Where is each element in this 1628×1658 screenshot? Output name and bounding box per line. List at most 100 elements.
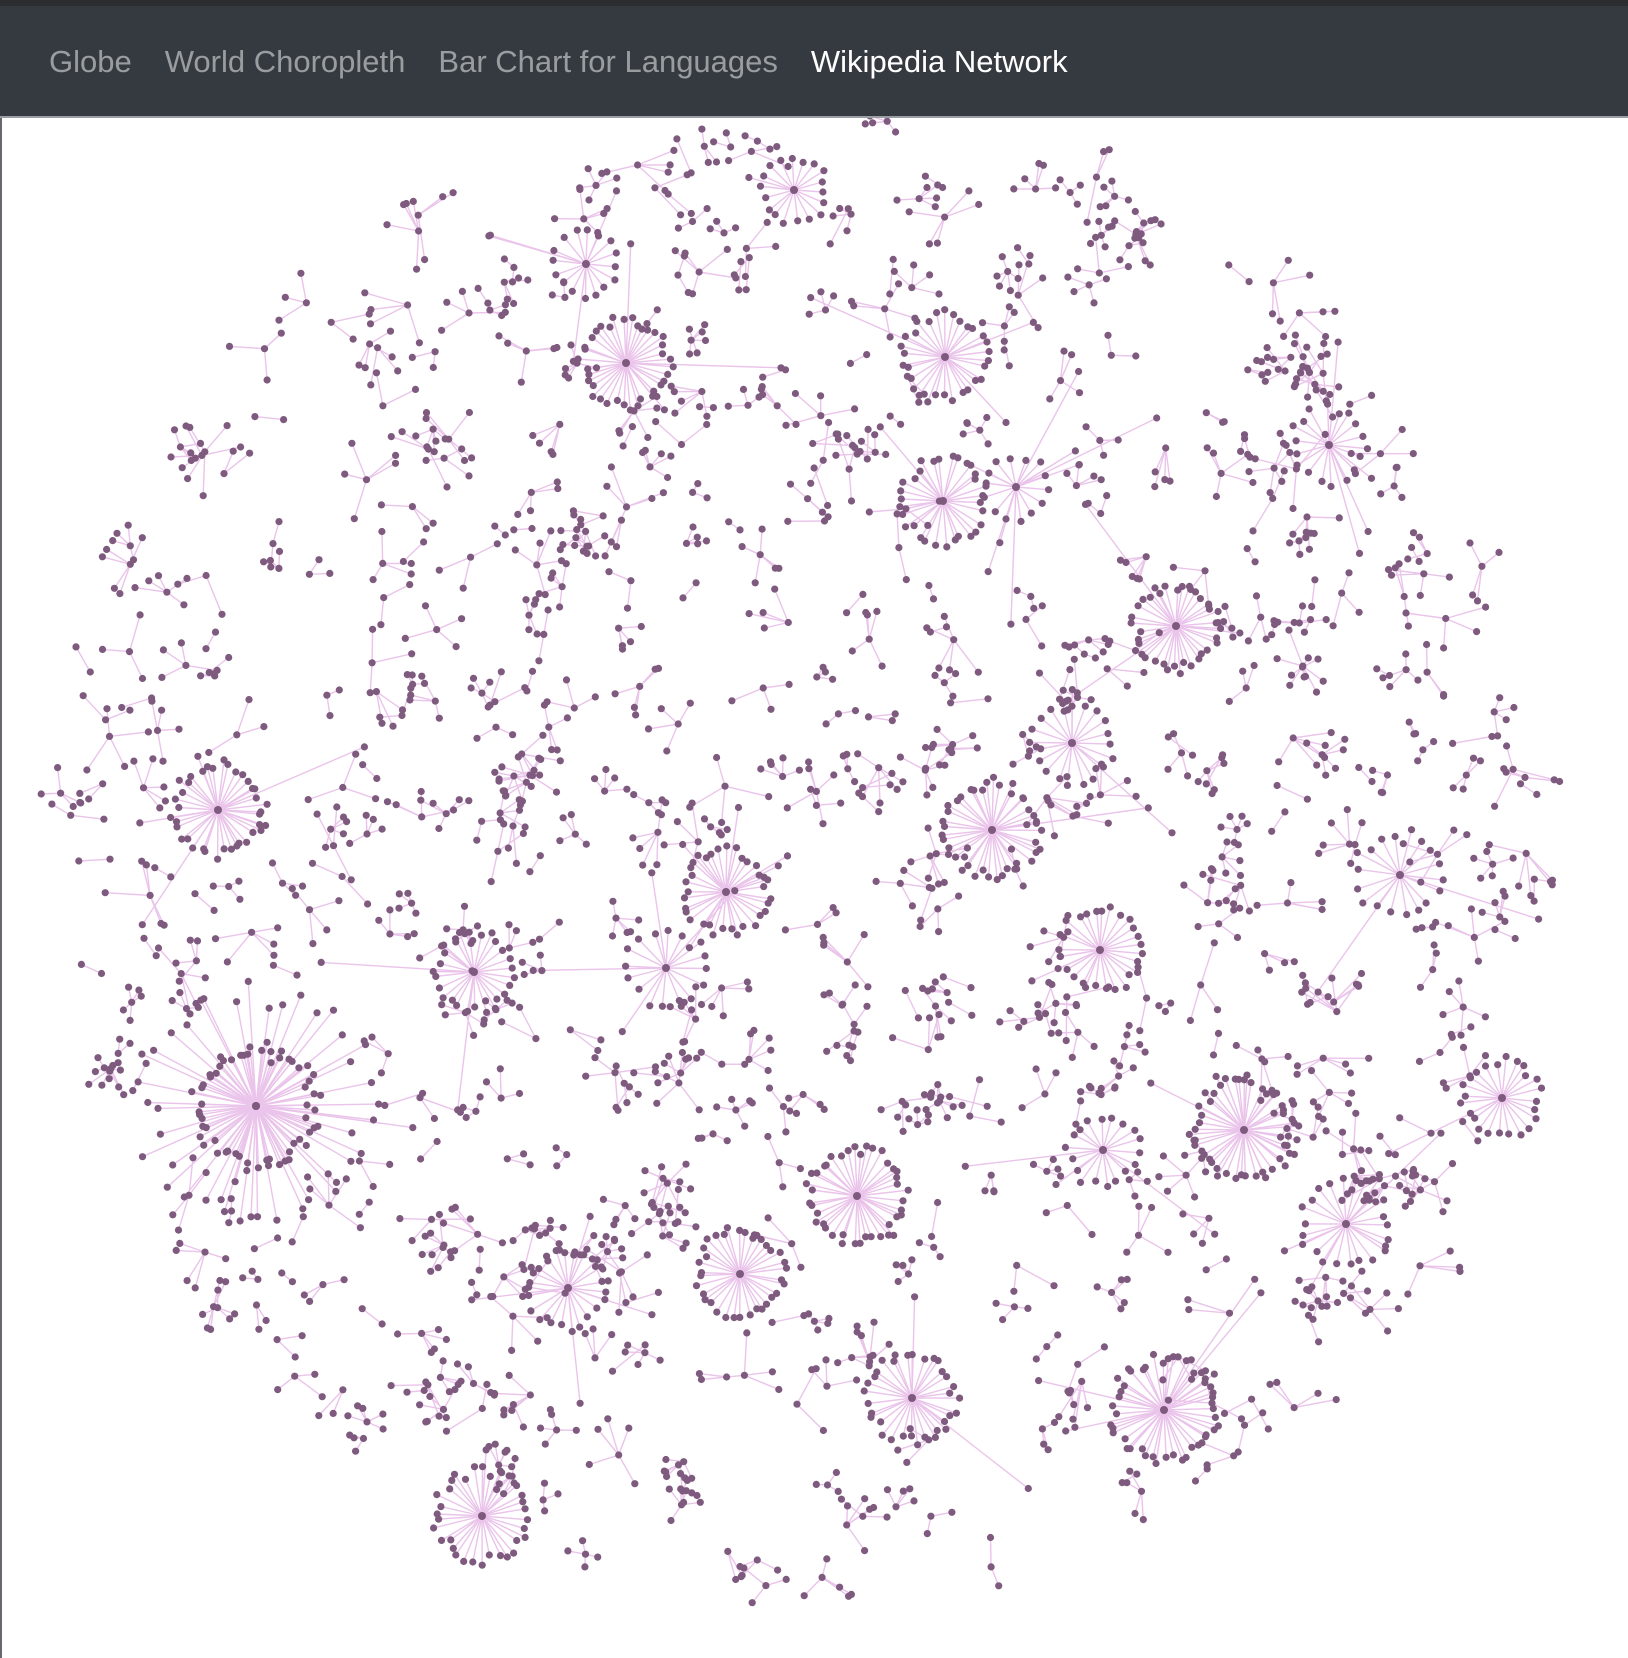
network-node[interactable] [700, 815, 709, 823]
network-node[interactable] [479, 1463, 487, 1471]
network-node[interactable] [505, 1371, 513, 1379]
network-node[interactable] [977, 521, 985, 529]
network-node[interactable] [555, 1240, 563, 1248]
network-node[interactable] [1123, 1445, 1131, 1453]
network-node[interactable] [477, 931, 485, 939]
network-node[interactable] [712, 1231, 720, 1239]
network-node[interactable] [365, 1198, 373, 1206]
network-node[interactable] [1281, 1162, 1289, 1170]
network-node[interactable] [867, 1233, 875, 1241]
network-node[interactable] [1090, 299, 1098, 307]
network-node[interactable] [832, 1468, 841, 1477]
network-node[interactable] [766, 162, 774, 170]
network-node[interactable] [510, 1549, 518, 1557]
network-node[interactable] [1435, 860, 1444, 868]
network-node[interactable] [904, 1270, 913, 1278]
network-node[interactable] [634, 402, 642, 410]
network-node[interactable] [97, 969, 106, 978]
network-node[interactable] [1160, 1406, 1168, 1414]
network-node[interactable] [506, 981, 514, 990]
network-node[interactable] [1191, 1136, 1199, 1144]
network-node[interactable] [760, 172, 768, 180]
network-node[interactable] [437, 1536, 446, 1544]
network-node[interactable] [429, 967, 437, 976]
network-node[interactable] [820, 167, 828, 175]
network-node[interactable] [768, 1318, 776, 1326]
network-node[interactable] [227, 1207, 236, 1215]
network-node[interactable] [1533, 1075, 1541, 1083]
network-node[interactable] [459, 584, 467, 592]
network-node[interactable] [1232, 1174, 1240, 1182]
network-node[interactable] [211, 1136, 219, 1145]
network-node[interactable] [1442, 1084, 1450, 1092]
network-node[interactable] [620, 401, 628, 409]
network-node[interactable] [599, 1195, 608, 1203]
network-node[interactable] [1298, 602, 1307, 610]
network-node[interactable] [972, 528, 980, 536]
network-node[interactable] [1301, 979, 1309, 987]
network-node[interactable] [1521, 1072, 1530, 1080]
network-node[interactable] [1359, 899, 1367, 907]
network-node[interactable] [196, 439, 205, 447]
network-node[interactable] [1495, 1129, 1504, 1137]
network-node[interactable] [1060, 347, 1068, 355]
network-node[interactable] [252, 1102, 260, 1110]
network-node[interactable] [582, 260, 590, 268]
network-node[interactable] [701, 321, 709, 329]
network-node[interactable] [324, 1170, 332, 1178]
network-node[interactable] [222, 1148, 230, 1156]
network-node[interactable] [223, 422, 231, 430]
network-node[interactable] [602, 765, 610, 774]
network-node[interactable] [521, 1505, 529, 1513]
network-node[interactable] [418, 1329, 426, 1337]
network-node[interactable] [342, 1175, 350, 1183]
network-node[interactable] [1061, 1008, 1070, 1017]
network-node[interactable] [1020, 1017, 1028, 1025]
network-node[interactable] [120, 1091, 128, 1099]
network-node[interactable] [843, 227, 851, 235]
network-node[interactable] [859, 590, 867, 598]
network-node[interactable] [851, 1240, 859, 1248]
network-node[interactable] [882, 450, 890, 458]
network-node[interactable] [1385, 671, 1394, 680]
network-node[interactable] [1416, 591, 1424, 600]
network-node[interactable] [907, 1432, 916, 1440]
network-node[interactable] [893, 1173, 901, 1182]
network-node[interactable] [558, 1321, 566, 1329]
network-node[interactable] [1459, 1081, 1467, 1089]
network-node[interactable] [920, 1091, 929, 1099]
network-node[interactable] [741, 1122, 749, 1130]
network-node[interactable] [530, 766, 538, 774]
network-node[interactable] [1357, 969, 1366, 978]
network-node[interactable] [747, 1030, 755, 1038]
network-node[interactable] [1327, 482, 1335, 491]
network-node[interactable] [408, 503, 416, 511]
network-node[interactable] [435, 566, 443, 574]
network-node[interactable] [245, 696, 253, 704]
network-node[interactable] [646, 463, 654, 471]
network-node[interactable] [609, 313, 617, 321]
network-node[interactable] [553, 478, 561, 486]
network-node[interactable] [386, 930, 394, 938]
network-node[interactable] [810, 1317, 819, 1325]
network-node[interactable] [623, 785, 631, 793]
network-node[interactable] [688, 871, 696, 880]
network-node[interactable] [663, 1472, 671, 1481]
network-node[interactable] [514, 510, 522, 518]
network-node[interactable] [501, 308, 509, 316]
network-node[interactable] [1350, 1172, 1358, 1180]
network-node[interactable] [138, 1153, 147, 1161]
network-node[interactable] [458, 445, 466, 453]
network-node[interactable] [199, 492, 207, 500]
network-node[interactable] [212, 1069, 220, 1077]
network-node[interactable] [1174, 1353, 1182, 1361]
network-node[interactable] [1205, 1214, 1213, 1222]
network-node[interactable] [443, 298, 451, 306]
network-node[interactable] [823, 1555, 831, 1563]
network-node[interactable] [1314, 655, 1322, 663]
network-node[interactable] [573, 526, 581, 534]
network-node[interactable] [1185, 1306, 1193, 1314]
network-node[interactable] [295, 1064, 303, 1072]
network-node[interactable] [1314, 1389, 1322, 1397]
network-node[interactable] [175, 977, 183, 985]
